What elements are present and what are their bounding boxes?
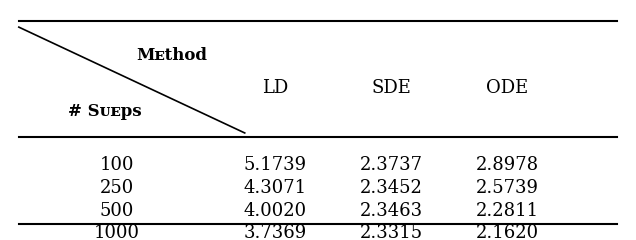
Text: 2.2811: 2.2811 bbox=[476, 202, 539, 220]
Text: LD: LD bbox=[262, 79, 288, 96]
Text: # Sᴜᴇps: # Sᴜᴇps bbox=[67, 103, 141, 120]
Text: 2.3315: 2.3315 bbox=[360, 224, 423, 240]
Text: Mᴇthod: Mᴇthod bbox=[136, 47, 207, 64]
Text: 250: 250 bbox=[99, 179, 134, 197]
Text: 2.3737: 2.3737 bbox=[360, 156, 423, 174]
Text: 5.1739: 5.1739 bbox=[244, 156, 307, 174]
Text: 1000: 1000 bbox=[93, 224, 139, 240]
Text: 4.0020: 4.0020 bbox=[244, 202, 307, 220]
Text: 4.3071: 4.3071 bbox=[244, 179, 307, 197]
Text: SDE: SDE bbox=[371, 79, 411, 96]
Text: 3.7369: 3.7369 bbox=[244, 224, 307, 240]
Text: 100: 100 bbox=[99, 156, 134, 174]
Text: 2.1620: 2.1620 bbox=[476, 224, 539, 240]
Text: 2.3452: 2.3452 bbox=[360, 179, 423, 197]
Text: 2.3463: 2.3463 bbox=[360, 202, 423, 220]
Text: ODE: ODE bbox=[486, 79, 529, 96]
Text: 500: 500 bbox=[99, 202, 134, 220]
Text: 2.5739: 2.5739 bbox=[476, 179, 539, 197]
Text: 2.8978: 2.8978 bbox=[476, 156, 539, 174]
